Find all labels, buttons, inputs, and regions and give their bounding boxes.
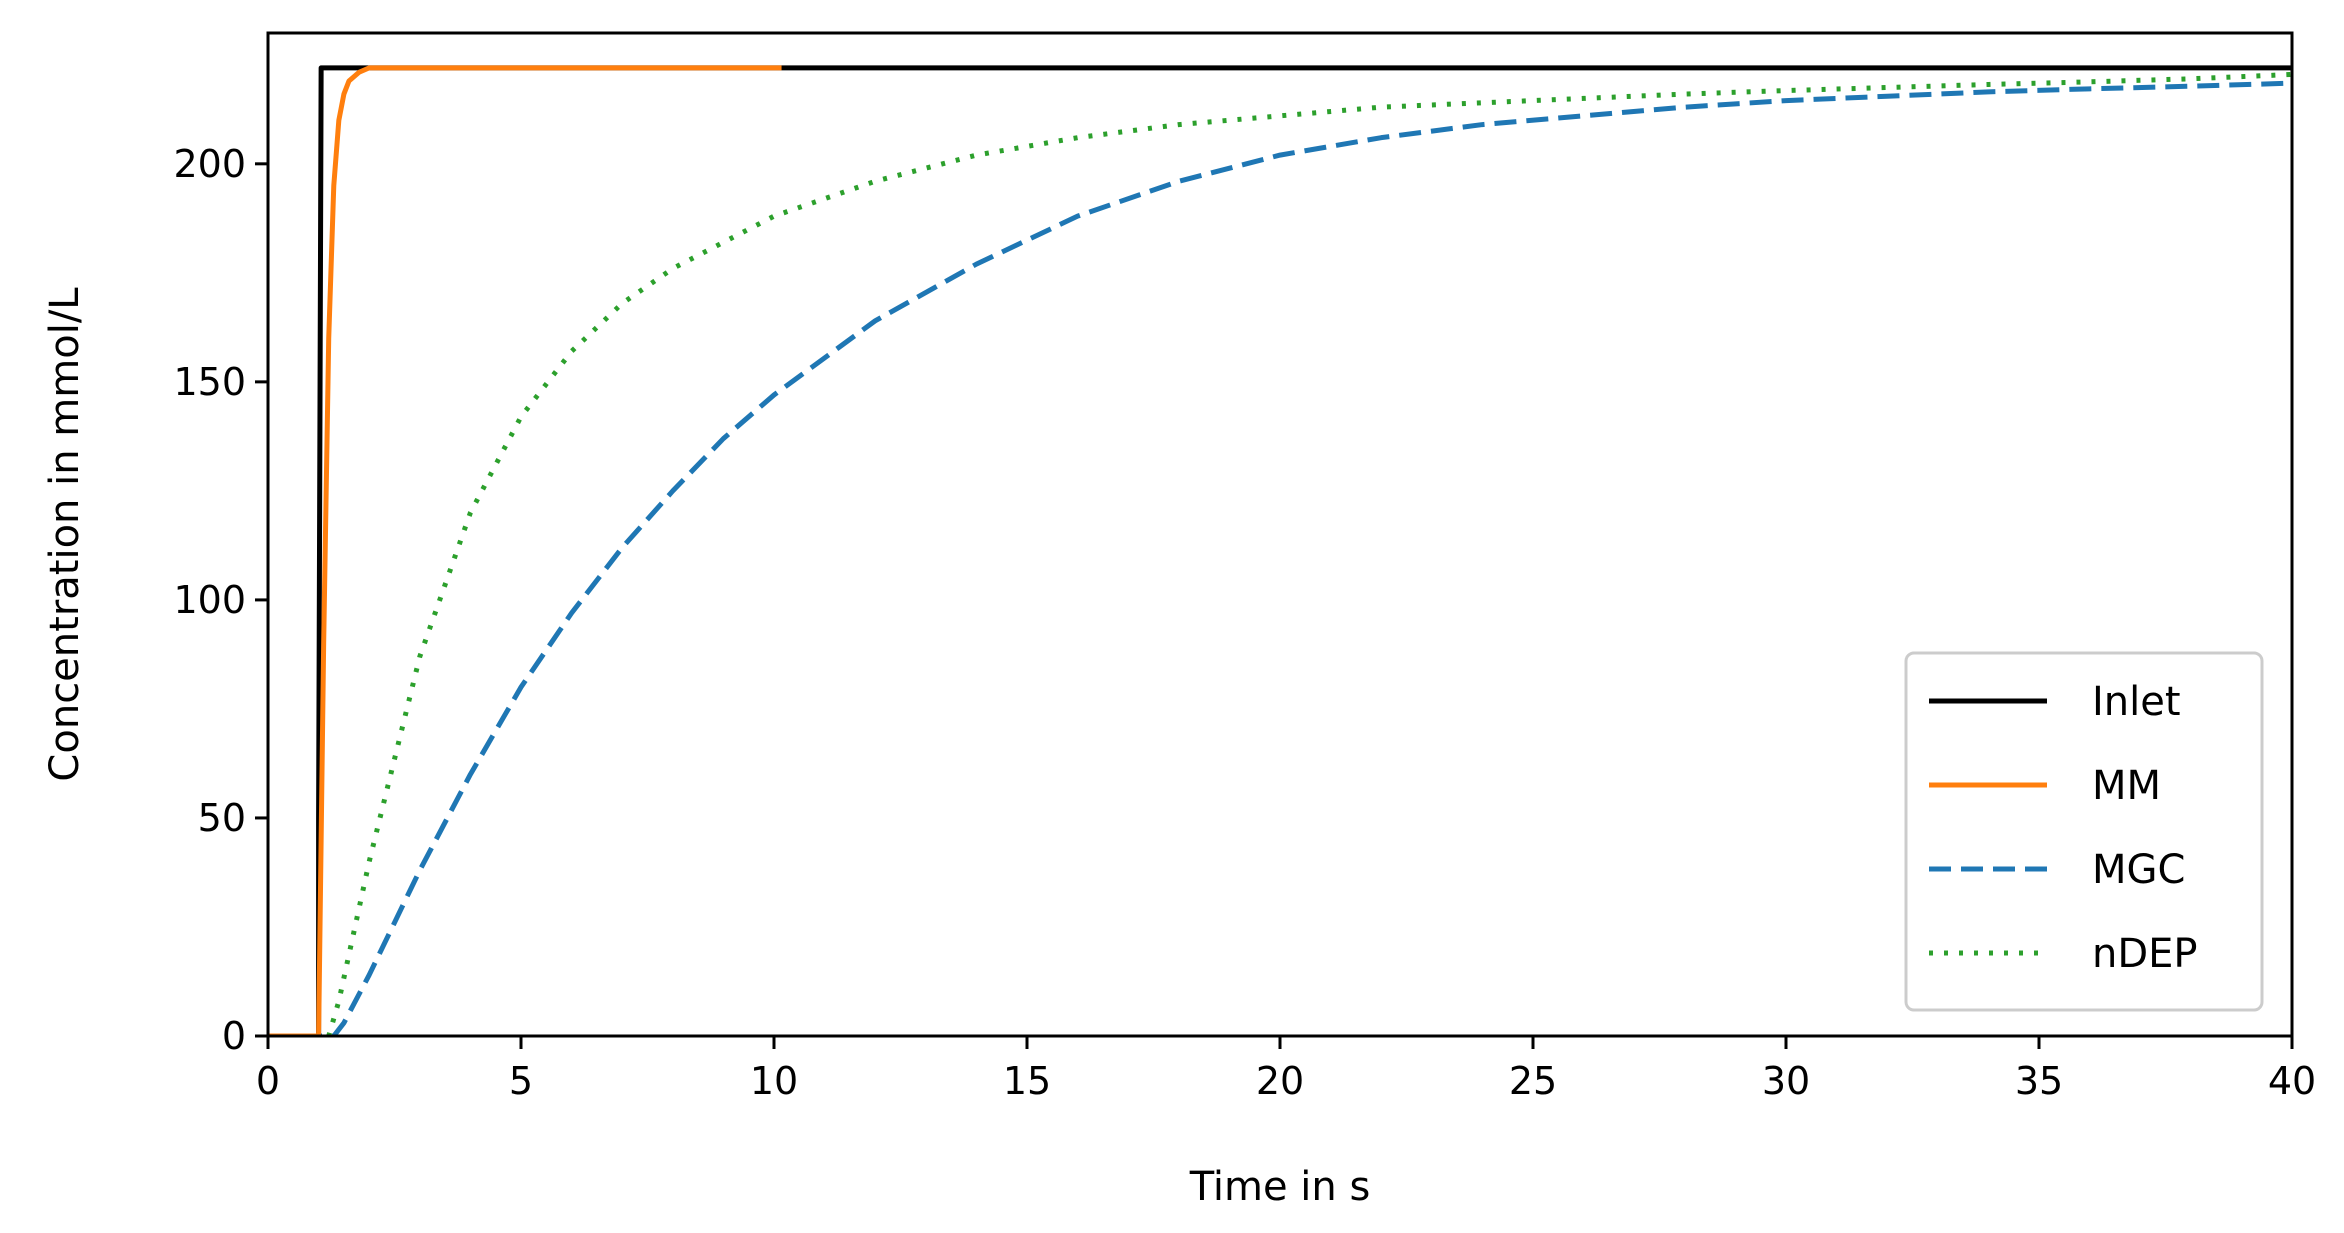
y-tick-label: 150	[173, 360, 246, 404]
x-tick-label: 5	[509, 1059, 533, 1103]
x-tick-label: 35	[2015, 1059, 2063, 1103]
y-axis: 0 50 100 150 200	[173, 142, 268, 1058]
legend: Inlet MM MGC nDEP	[1904, 651, 2264, 1012]
x-tick-label: 25	[1509, 1059, 1557, 1103]
x-tick-label: 20	[1256, 1059, 1304, 1103]
series-layer	[268, 65, 2292, 1036]
series-line-mm	[268, 65, 782, 1036]
series-line-mgc	[268, 80, 2292, 1036]
legend-label-ndep: nDEP	[2092, 931, 2198, 977]
x-tick-label: 0	[256, 1059, 280, 1103]
x-axis-label: Time in s	[1189, 1164, 1371, 1210]
x-tick-label: 10	[750, 1059, 798, 1103]
y-tick-label: 200	[173, 142, 246, 186]
legend-label-inlet: Inlet	[2092, 679, 2181, 725]
x-axis: 0 5 10 15 20 25 30 35 40	[256, 1036, 2316, 1103]
legend-label-mm: MM	[2092, 763, 2161, 809]
y-tick-label: 0	[222, 1014, 246, 1058]
legend-box	[1904, 651, 2264, 1012]
y-axis-label: Concentration in mmol/L	[42, 287, 88, 782]
x-tick-label: 40	[2268, 1059, 2316, 1103]
x-tick-label: 30	[1762, 1059, 1810, 1103]
y-tick-label: 50	[198, 796, 246, 840]
y-tick-label: 100	[173, 578, 246, 622]
legend-label-mgc: MGC	[2092, 847, 2185, 893]
series-line-ndep	[268, 71, 2292, 1036]
series-line-inlet	[268, 65, 2292, 1036]
x-tick-label: 15	[1003, 1059, 1051, 1103]
